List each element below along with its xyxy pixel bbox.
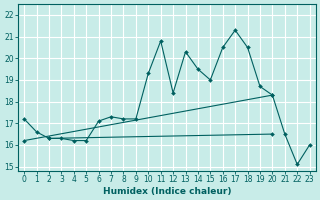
X-axis label: Humidex (Indice chaleur): Humidex (Indice chaleur) — [103, 187, 231, 196]
